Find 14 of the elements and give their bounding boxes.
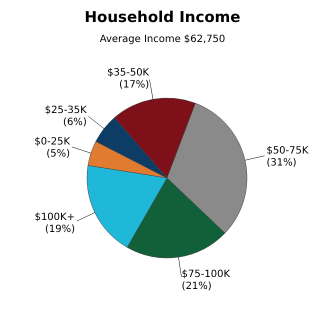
data-label: (17%)	[119, 80, 150, 91]
slice-label: $0-25K	[34, 136, 70, 148]
slice-label: $50-75K	[266, 145, 309, 156]
chart-title: Household Income	[84, 8, 242, 26]
slice-label: $100K+	[34, 212, 75, 223]
slice-label: $75-100K	[182, 268, 230, 280]
data-label: (19%)	[44, 224, 76, 235]
chart-subtitle: Average Income $62,750	[98, 34, 226, 45]
data-label: (6%)	[63, 117, 87, 128]
data-label: (31%)	[266, 157, 297, 168]
slice-label: $35-50K	[107, 68, 150, 79]
data-label: (5%)	[46, 148, 70, 160]
data-label: (21%)	[182, 280, 212, 292]
slice-label: $25-35K	[44, 105, 88, 116]
